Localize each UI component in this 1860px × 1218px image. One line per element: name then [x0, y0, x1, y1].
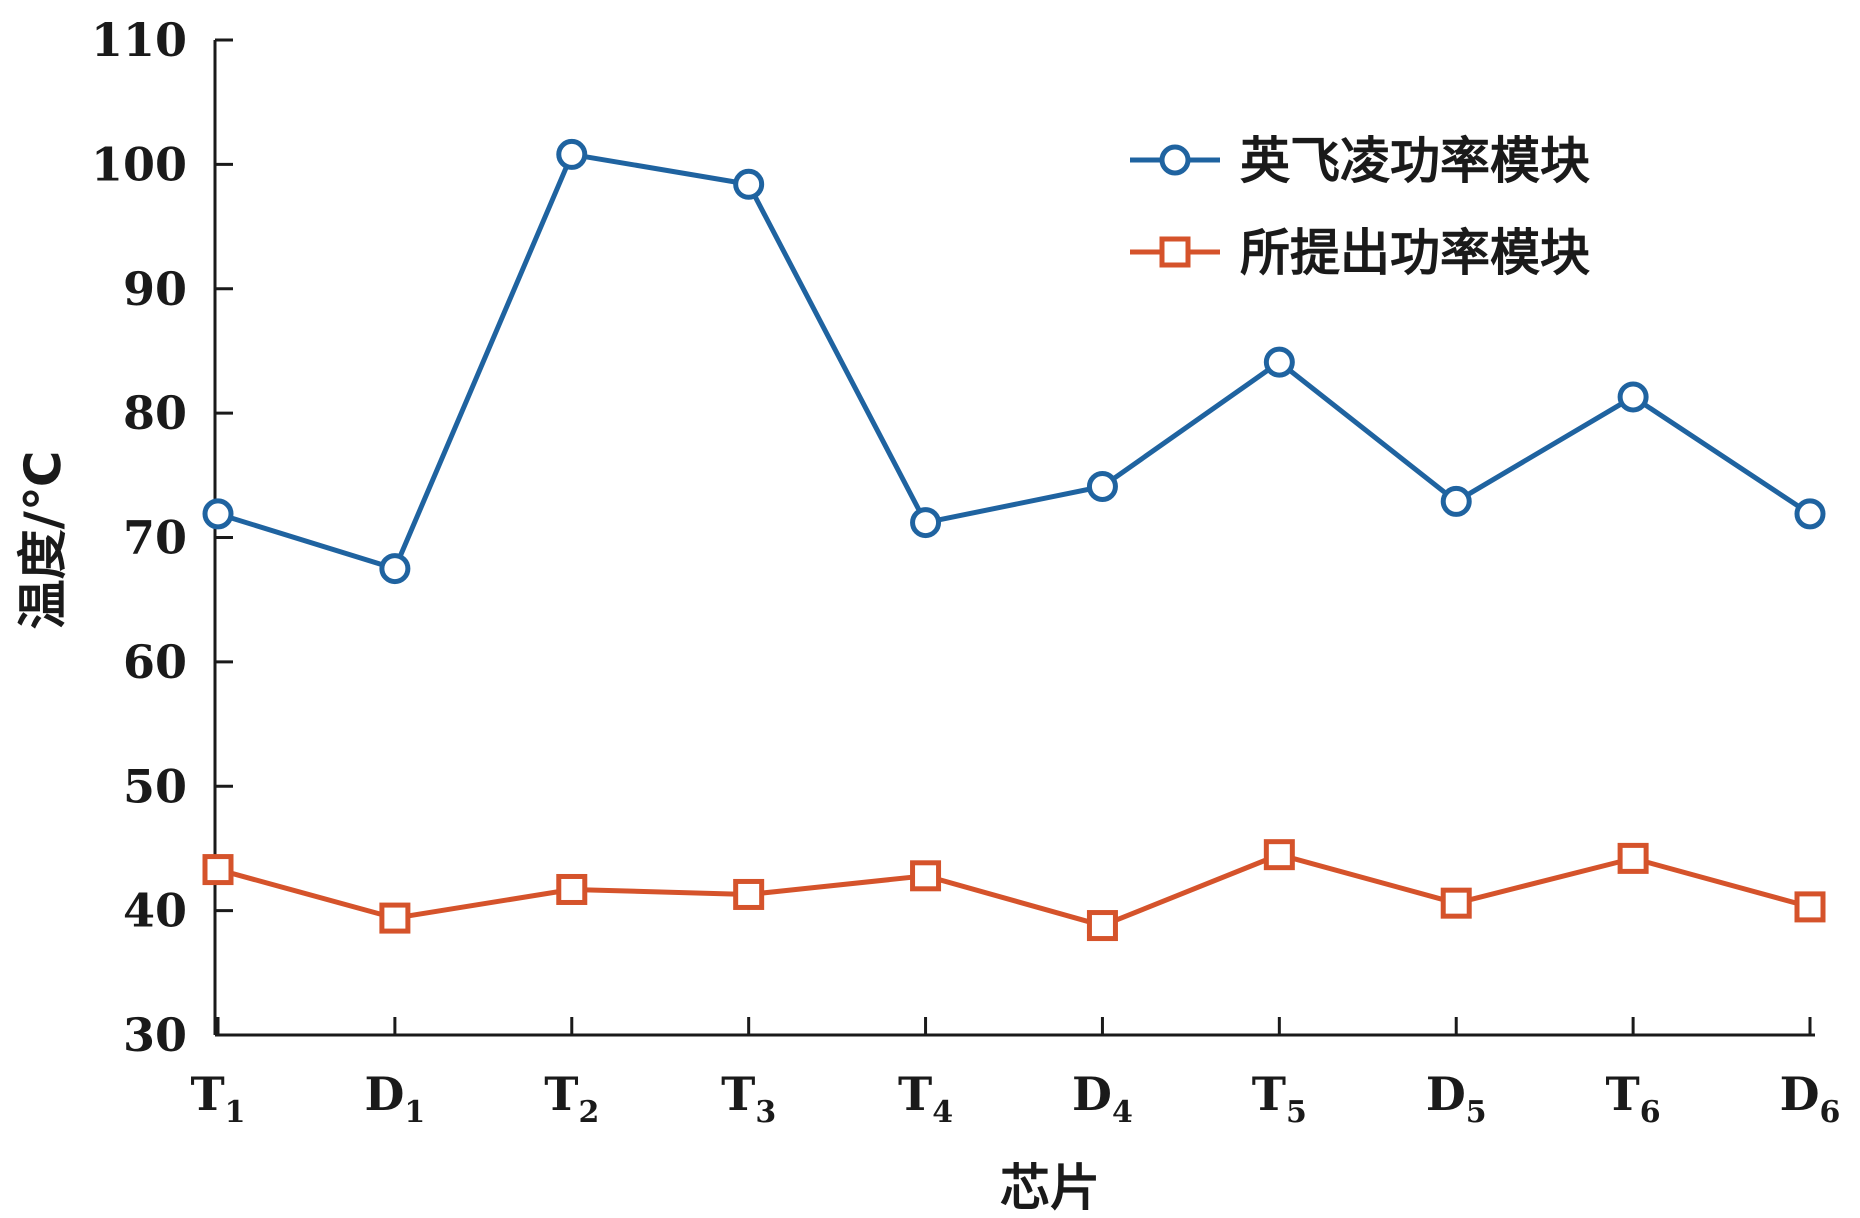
x-axis-title: 芯片 [1000, 1159, 1100, 1217]
legend-marker [1159, 144, 1191, 176]
data-point [379, 902, 411, 934]
data-point [202, 498, 234, 530]
y-axis-title: 温度/℃ [14, 451, 72, 630]
x-tick-label: T2 [544, 1067, 599, 1130]
x-tick-label: D1 [365, 1067, 426, 1130]
series-2 [202, 839, 1826, 942]
data-point [556, 138, 588, 170]
data-point [202, 854, 234, 886]
axes: 30 40 50 60 70 80 90 100 110 T1 D1 T2 T3 T4 D4 T5 D5 T6 D6 [91, 13, 1840, 1130]
legend-label: 所提出功率模块 [1240, 224, 1590, 282]
y-tick-label: 50 [123, 759, 187, 813]
legend-marker [1159, 236, 1191, 268]
legend-entry-1: 英飞凌功率模块 [1130, 132, 1590, 190]
x-tick-label: T6 [1606, 1067, 1661, 1130]
x-tick-label: D4 [1072, 1067, 1133, 1130]
x-tick-label: D5 [1426, 1067, 1487, 1130]
data-point [1263, 839, 1295, 871]
x-tick-label: T3 [721, 1067, 776, 1130]
series-line [217, 151, 1812, 572]
y-tick-label: 90 [123, 262, 187, 316]
data-point [1440, 887, 1472, 919]
data-point [1086, 471, 1118, 503]
y-tick-label: 100 [91, 137, 187, 191]
data-point [556, 873, 588, 905]
series-1 [202, 138, 1826, 585]
data-point [1617, 842, 1649, 874]
legend-label: 英飞凌功率模块 [1240, 132, 1590, 190]
x-tick-label: T1 [190, 1067, 245, 1130]
data-point [1263, 346, 1295, 378]
data-point [1440, 485, 1472, 517]
x-tick-label: T4 [898, 1067, 953, 1130]
legend-entry-2: 所提出功率模块 [1130, 224, 1590, 282]
y-tick-label: 40 [123, 884, 187, 938]
data-point [1086, 910, 1118, 942]
data-point [910, 860, 942, 892]
series-line [217, 852, 1811, 929]
y-tick-label: 30 [123, 1008, 187, 1062]
x-tick-label: T5 [1252, 1067, 1307, 1130]
data-point [1794, 891, 1826, 923]
data-point [733, 168, 765, 200]
y-tick-label: 60 [123, 635, 187, 689]
data-point [910, 507, 942, 539]
data-point [1617, 381, 1649, 413]
series-layer [202, 138, 1826, 942]
data-point [1794, 498, 1826, 530]
y-tick-label: 110 [91, 13, 187, 67]
x-tick-label: D6 [1780, 1067, 1841, 1130]
data-point [733, 878, 765, 910]
data-point [379, 553, 411, 585]
y-tick-label: 70 [123, 511, 187, 565]
y-tick-label: 80 [123, 386, 187, 440]
